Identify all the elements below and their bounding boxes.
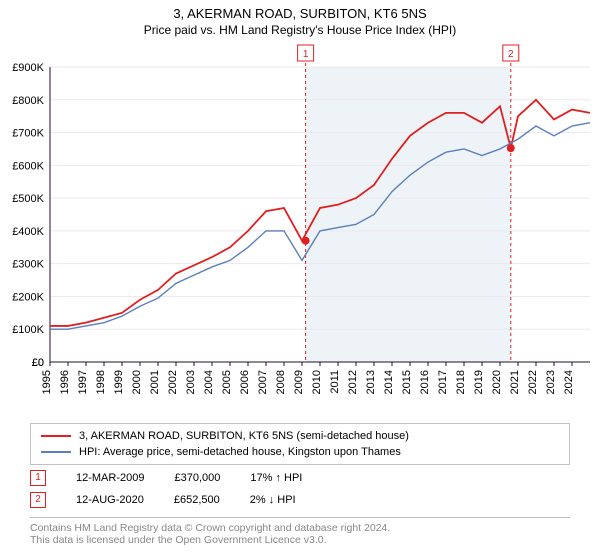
legend-label: 3, AKERMAN ROAD, SURBITON, KT6 5NS (semi… [79,430,409,442]
chart-legend: 3, AKERMAN ROAD, SURBITON, KT6 5NS (semi… [30,423,570,465]
svg-text:2024: 2024 [563,370,575,394]
legend-item: 3, AKERMAN ROAD, SURBITON, KT6 5NS (semi… [41,428,559,444]
legend-item: HPI: Average price, semi-detached house,… [41,444,559,460]
svg-text:2008: 2008 [275,370,287,394]
svg-text:1: 1 [303,49,309,60]
sale-price: £370,000 [174,472,220,484]
svg-text:1998: 1998 [95,370,107,394]
sale-price: £652,500 [174,494,220,506]
sale-marker-table: 1 12-MAR-2009 £370,000 17% ↑ HPI 2 12-AU… [30,467,570,511]
svg-text:2016: 2016 [419,370,431,394]
svg-text:2000: 2000 [131,370,143,394]
svg-text:2003: 2003 [185,370,197,394]
page-title: 3, AKERMAN ROAD, SURBITON, KT6 5NS [0,0,600,21]
footer-line-1: Contains HM Land Registry data © Crown c… [30,522,570,534]
svg-text:2014: 2014 [383,370,395,394]
svg-text:2012: 2012 [347,370,359,394]
svg-text:2015: 2015 [401,370,413,394]
svg-text:2: 2 [508,49,514,60]
sale-marker-badge: 1 [30,470,46,486]
svg-text:2021: 2021 [509,370,521,394]
legend-label: HPI: Average price, semi-detached house,… [79,446,401,458]
svg-text:2017: 2017 [437,370,449,394]
sale-delta: 17% ↑ HPI [250,472,302,484]
legend-swatch [41,435,71,437]
svg-text:2004: 2004 [203,370,215,394]
svg-text:£500K: £500K [12,193,44,205]
legend-swatch [41,451,71,453]
svg-text:2013: 2013 [365,370,377,394]
svg-text:2010: 2010 [311,370,323,394]
sale-date: 12-MAR-2009 [76,472,144,484]
svg-text:2011: 2011 [329,370,341,394]
svg-text:£900K: £900K [12,62,44,74]
svg-text:2023: 2023 [545,370,557,394]
svg-text:2002: 2002 [167,370,179,394]
svg-text:£400K: £400K [12,226,44,238]
svg-text:£800K: £800K [12,95,44,107]
svg-text:2020: 2020 [491,370,503,394]
price-chart: £0£0£100K£200K£300K£400K£500K£600K£700K£… [0,37,600,417]
svg-text:£100K: £100K [12,324,44,336]
svg-text:£200K: £200K [12,291,44,303]
svg-text:1997: 1997 [77,370,89,394]
sale-marker-row: 1 12-MAR-2009 £370,000 17% ↑ HPI [30,467,570,489]
svg-text:2001: 2001 [149,370,161,394]
svg-text:1995: 1995 [41,370,53,394]
svg-text:1999: 1999 [113,370,125,394]
chart-footer: Contains HM Land Registry data © Crown c… [30,517,570,546]
svg-text:2006: 2006 [239,370,251,394]
sale-marker-row: 2 12-AUG-2020 £652,500 2% ↓ HPI [30,489,570,511]
svg-text:2005: 2005 [221,370,233,394]
sale-delta: 2% ↓ HPI [250,494,296,506]
sale-marker-badge: 2 [30,492,46,508]
svg-text:2022: 2022 [527,370,539,394]
page-subtitle: Price paid vs. HM Land Registry's House … [0,21,600,37]
svg-text:2009: 2009 [293,370,305,394]
svg-text:£700K: £700K [12,128,44,140]
svg-text:2019: 2019 [473,370,485,394]
svg-text:£300K: £300K [12,259,44,271]
svg-text:£600K: £600K [12,160,44,172]
svg-text:2007: 2007 [257,370,269,394]
footer-line-2: This data is licensed under the Open Gov… [30,534,570,546]
sale-date: 12-AUG-2020 [76,494,144,506]
svg-text:1996: 1996 [59,370,71,394]
svg-text:2018: 2018 [455,370,467,394]
svg-text:£0: £0 [32,357,44,369]
